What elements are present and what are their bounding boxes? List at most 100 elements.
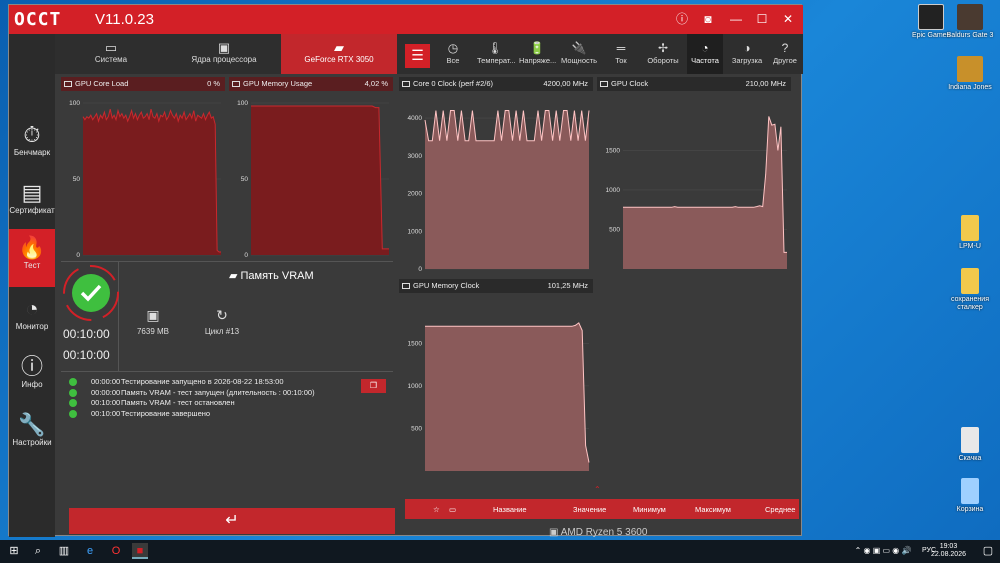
tick-label: 4000: [408, 115, 423, 122]
menu-button[interactable]: ☰: [405, 44, 430, 68]
tab-other[interactable]: ? Другое: [767, 34, 803, 74]
log-text: Память VRAM - тест остановлен: [121, 398, 235, 407]
tab-system[interactable]: ▭ Система: [55, 34, 167, 74]
check-icon: [69, 399, 77, 407]
minimize-button[interactable]: —: [730, 12, 742, 26]
panel-title-mem-clock: GPU Memory Clock 101,25 MHz: [399, 279, 593, 293]
occt-taskbar-icon[interactable]: ■: [132, 543, 148, 559]
language-indicator[interactable]: РУС: [922, 547, 937, 554]
log-entry: 00:00:00Память VRAM - тест запущен (длит…: [69, 388, 369, 399]
tick-label: 2000: [408, 191, 423, 198]
panel-title-text: GPU Clock: [611, 79, 649, 88]
tab-label: GeForce RTX 3050: [304, 55, 374, 64]
load-icon: ◑: [743, 41, 751, 55]
tick-label: 1500: [606, 147, 621, 154]
test-title: ▰ Память VRAM: [229, 269, 314, 282]
splitter-handle[interactable]: ⌃: [594, 485, 601, 494]
close-button[interactable]: ✕: [782, 12, 794, 26]
tick-label: 0: [418, 266, 422, 273]
edge-icon[interactable]: e: [86, 545, 94, 557]
chart-gpu-core-load: 0 50 100: [69, 100, 221, 257]
enter-icon: ↵: [225, 512, 239, 529]
info-icon: ⓘ: [20, 354, 43, 379]
panel-value: 4,02 %: [364, 79, 388, 88]
tab-label: Ток: [615, 56, 627, 65]
desktop-icon-label: Epic Games: [911, 32, 951, 39]
col-name[interactable]: Название: [493, 505, 527, 514]
sidebar-item-settings[interactable]: 🔧 Настройки: [9, 406, 55, 464]
col-value[interactable]: Значение: [573, 505, 607, 514]
log-time: 00:10:00: [91, 398, 121, 407]
sidebar-item-label: Тест: [23, 261, 41, 270]
desktop-icon-epic[interactable]: Epic Games: [905, 4, 957, 40]
copy-log-button[interactable]: ❐: [361, 379, 386, 393]
desktop-icon-lpmu[interactable]: LPM-U: [944, 215, 996, 251]
panel-value: 0 %: [207, 79, 220, 88]
notification-icon[interactable]: ▢: [982, 545, 994, 557]
clock-time: 19:03: [939, 543, 958, 550]
series-line: [425, 322, 590, 463]
tab-load[interactable]: ◑ Загрузка: [729, 34, 765, 74]
gauge-icon: ◔: [701, 41, 709, 55]
sidebar-item-test[interactable]: 🔥 Тест: [9, 229, 55, 287]
fan-icon: ✢: [657, 41, 669, 55]
series-area: [83, 109, 221, 255]
log-list: 00:00:00Тестирование запущено в 2026-08-…: [69, 377, 369, 419]
desktop-icon-label: Скачка: [958, 455, 982, 462]
table-row[interactable]: ▣ AMD Ryzen 5 3600: [549, 527, 647, 538]
camera-icon[interactable]: ◙: [704, 12, 712, 26]
check-icon: [69, 378, 77, 386]
windows-start-icon[interactable]: ⊞: [9, 545, 19, 557]
sidebar-item-label: Инфо: [21, 380, 43, 389]
folder-icon: [961, 215, 979, 241]
star-icon[interactable]: ☆: [433, 505, 440, 514]
thermometer-icon: 🌡: [487, 41, 503, 55]
log-time: 00:10:00: [91, 408, 121, 418]
panel-title-gpu-clock: GPU Clock 210,00 MHz: [597, 77, 791, 91]
tab-label: Все: [446, 56, 460, 65]
info-icon[interactable]: ⓘ: [675, 12, 688, 26]
maximize-button[interactable]: ☐: [756, 12, 768, 26]
sidebar-item-info[interactable]: ⓘ Инфо: [9, 348, 55, 406]
tick-label: 0: [76, 252, 80, 257]
tab-cpu-cores[interactable]: ▣ Ядра процессора: [167, 34, 281, 74]
desktop-icon-label: Indiana Jones: [948, 84, 992, 91]
monitor-icon[interactable]: ▭: [449, 505, 457, 514]
col-max[interactable]: Максимум: [695, 505, 731, 514]
task-view-icon[interactable]: ▥: [58, 545, 70, 557]
search-icon[interactable]: ⌕: [34, 545, 42, 557]
tab-gpu[interactable]: ▰ GeForce RTX 3050: [281, 34, 397, 74]
col-min[interactable]: Минимум: [633, 505, 666, 514]
taskbar-clock[interactable]: 19:03 22.08.2026: [931, 543, 966, 559]
desktop-icon-recycle-bin[interactable]: Корзина: [944, 478, 996, 514]
tab-frequency[interactable]: ◔ Частота: [687, 34, 723, 74]
panel-value: 101,25 MHz: [547, 281, 588, 290]
desktop-icon-stalker[interactable]: сохранения сталкер: [944, 268, 996, 312]
tab-fan-speed[interactable]: ✢ Обороты: [645, 34, 681, 74]
tab-power[interactable]: 🔌 Мощность: [561, 34, 597, 74]
panel-title-gpu-mem: GPU Memory Usage 4,02 %: [229, 77, 393, 91]
sidebar-item-certificate[interactable]: ▤ Сертификат: [9, 174, 55, 232]
tab-label: Ядра процессора: [191, 55, 257, 64]
sidebar-item-monitor[interactable]: ◔ Монитор: [9, 290, 55, 348]
opera-icon[interactable]: O: [111, 545, 121, 557]
clock-date: 22.08.2026: [930, 551, 966, 558]
tray-icons[interactable]: ⌃ ◉ ▣ ▭ ◉ 🔊: [854, 546, 912, 555]
desktop-icon-indiana[interactable]: Indiana Jones: [944, 56, 996, 92]
check-icon: [69, 388, 77, 397]
copy-icon: ❐: [369, 381, 378, 390]
col-avg[interactable]: Среднее: [765, 505, 796, 514]
tab-temperature[interactable]: 🌡 Температ...: [477, 34, 516, 74]
desktop-icon-baldurs[interactable]: Baldurs Gate 3: [944, 4, 996, 40]
tab-all[interactable]: ◷ Все: [435, 34, 471, 74]
tick-label: 50: [73, 176, 81, 183]
tab-current[interactable]: ═ Ток: [603, 34, 639, 74]
sidebar-item-benchmark[interactable]: ⏱ Бенчмарк: [9, 116, 55, 174]
log-time: 00:00:00: [91, 387, 121, 397]
desktop-icon-skachka[interactable]: Скачка: [944, 427, 996, 463]
title-bar[interactable]: OCCT V11.0.23 ⓘ ◙ — ☐ ✕: [9, 5, 803, 34]
start-test-button[interactable]: ↵: [69, 508, 395, 534]
tab-label: Загрузка: [731, 56, 763, 65]
tab-voltage[interactable]: 🔋 Напряже...: [519, 34, 556, 74]
monitor-icon: ▭: [104, 40, 118, 55]
